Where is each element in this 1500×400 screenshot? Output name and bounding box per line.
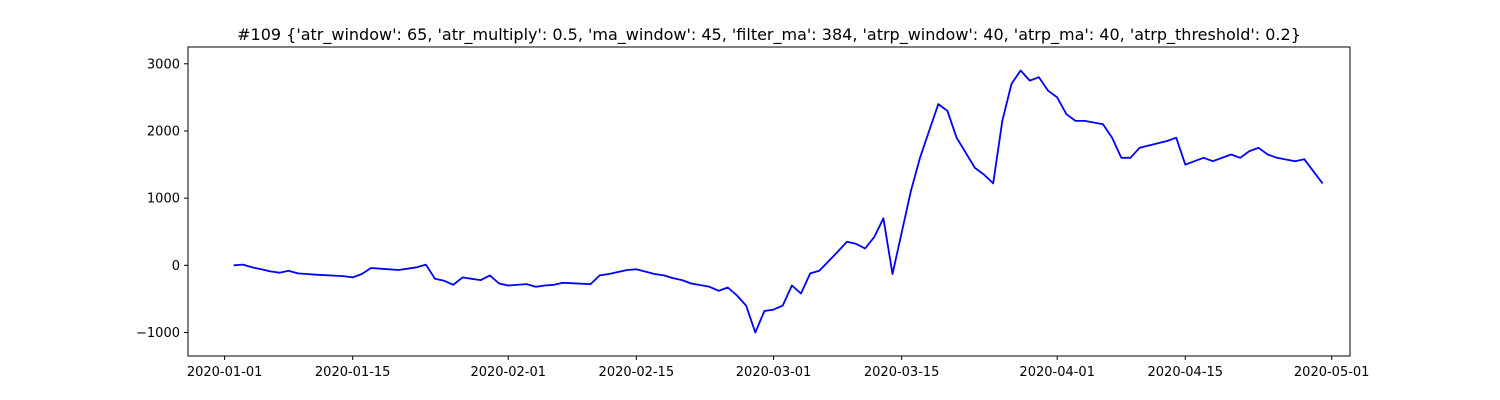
x-tick-label: 2020-03-01	[736, 365, 812, 380]
x-tick-label: 2020-01-01	[187, 365, 263, 380]
y-tick-label: 1000	[147, 192, 180, 207]
x-tick-label: 2020-02-15	[599, 365, 675, 380]
plot-frame	[187, 46, 1351, 357]
y-tick-label: 0	[172, 259, 180, 274]
plot-area	[187, 46, 1351, 357]
series-layer	[233, 69, 1324, 334]
y-tick-label: 2000	[147, 124, 180, 139]
y-tick-label: 3000	[147, 57, 180, 72]
chart-title: #109 {'atr_window': 65, 'atr_multiply': …	[237, 25, 1301, 45]
axes-layer: 2020-01-01 2020-01-15 2020-02-01 2020-02-15…	[136, 57, 1369, 380]
x-tick-label: 2020-04-15	[1148, 365, 1224, 380]
x-tick-label: 2020-03-15	[864, 365, 940, 380]
x-tick-label: 2020-02-01	[470, 365, 546, 380]
x-tick-label: 2020-01-15	[315, 365, 391, 380]
y-tick-label: −1000	[136, 326, 180, 341]
x-tick-label: 2020-05-01	[1294, 365, 1370, 380]
x-tick-label: 2020-04-01	[1019, 365, 1095, 380]
series-line-0	[233, 69, 1324, 334]
